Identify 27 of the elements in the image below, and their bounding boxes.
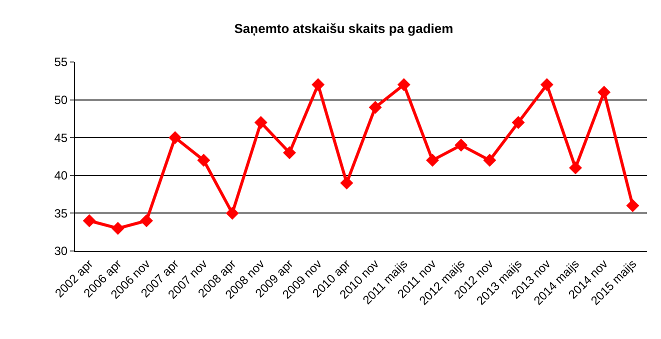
point xyxy=(426,154,439,167)
point xyxy=(140,214,153,228)
y-tick-label: 55 xyxy=(54,55,68,70)
point xyxy=(283,146,296,160)
point xyxy=(569,161,582,174)
y-tick-label: 45 xyxy=(54,130,68,145)
point xyxy=(368,100,382,114)
point xyxy=(197,154,210,167)
point xyxy=(540,78,554,92)
y-tick-label: 40 xyxy=(54,168,68,183)
point xyxy=(111,222,124,235)
point xyxy=(168,131,182,144)
point xyxy=(512,116,525,129)
point xyxy=(82,214,96,228)
chart-title: Saņemto atskaišu skaits pa gadiem xyxy=(234,20,454,36)
point xyxy=(598,86,611,99)
point xyxy=(226,206,239,220)
point xyxy=(397,78,410,92)
y-tick-label: 50 xyxy=(54,93,68,107)
point xyxy=(483,154,496,167)
y-tick-label: 35 xyxy=(54,206,68,220)
point xyxy=(312,78,325,92)
y-tick-label: 30 xyxy=(54,244,68,258)
point xyxy=(454,138,468,152)
point xyxy=(340,176,354,190)
point xyxy=(626,199,640,212)
point xyxy=(254,116,268,129)
